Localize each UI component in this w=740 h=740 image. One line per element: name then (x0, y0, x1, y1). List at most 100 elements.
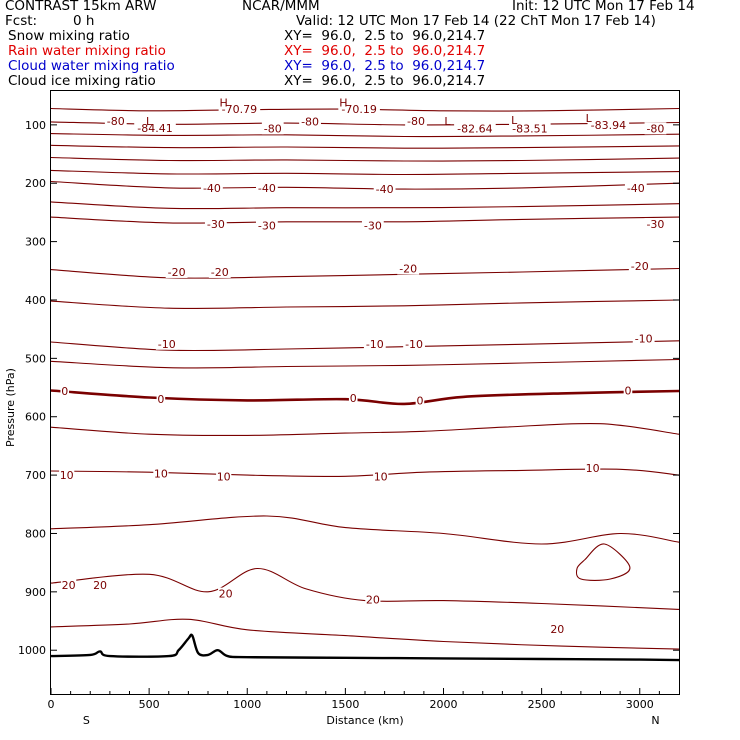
contour-label-bg (587, 118, 630, 131)
contour-label: -82.64 (457, 122, 492, 135)
contour-line-minus30 (50, 201, 680, 210)
x-tick-label: 500 (139, 698, 160, 711)
terrain-layer (50, 633, 680, 662)
x-tick-label: 0 (48, 698, 55, 711)
contour-label-bg (218, 103, 261, 116)
contour-label: 0 (157, 393, 164, 406)
contour-line-3 (50, 144, 680, 149)
contour-label: -80 (264, 122, 282, 135)
contour-label: 0 (61, 385, 68, 398)
contour-line-5 (50, 169, 680, 176)
x-tick-label: 3000 (626, 698, 654, 711)
high-marker: H (220, 97, 228, 110)
contour-label: 0 (350, 392, 357, 405)
x-axis-label: Distance (km) (326, 714, 403, 727)
contour-label-bg (397, 262, 420, 275)
legend-snow-xy: XY= 96.0, 2.5 to 96.0,214.7 (284, 28, 486, 44)
legend-rain-name: Rain water mixing ratio (8, 43, 166, 59)
contour-label-bg (373, 470, 389, 483)
contour-label: 0 (416, 394, 423, 407)
y-tick-label: 100 (25, 119, 46, 132)
contour-line-8 (50, 216, 680, 224)
contour-label-bg (509, 122, 551, 135)
contour-label-bg (365, 593, 381, 606)
contour-label-bg (60, 385, 70, 398)
contour-label-bg (218, 587, 234, 600)
contour-label-bg (623, 384, 633, 397)
contour-label: -30 (364, 219, 382, 232)
contour-label: -20 (211, 266, 229, 279)
contour-label: 20 (550, 623, 564, 636)
contour-label-bg (644, 218, 667, 231)
x-tick-label: 2000 (430, 698, 458, 711)
low-marker: L (586, 112, 593, 125)
x-tick-label: 2500 (528, 698, 556, 711)
contour-label-bg (361, 219, 384, 232)
model-title: CONTRAST 15km ARW (5, 0, 157, 14)
contour-label: -30 (207, 218, 225, 231)
contour-label: -20 (399, 262, 417, 275)
contour-line-16 (50, 515, 680, 545)
high-marker: H (339, 97, 347, 110)
contour-label-bg (153, 467, 169, 480)
legend-rain-xy: XY= 96.0, 2.5 to 96.0,214.7 (284, 43, 486, 59)
contour-label-bg (155, 337, 178, 350)
closed-contour-0 (575, 543, 631, 581)
contour-label-bg (373, 183, 396, 196)
contour-label-bg (403, 337, 425, 350)
axes-layer: 0 500 1000 1500 2000 2500 30001002003004005006… (4, 119, 679, 727)
x-tick-label: 1500 (331, 698, 359, 711)
terrain-line (50, 633, 680, 662)
contour-label: 10 (154, 467, 168, 480)
contour-label: -40 (203, 182, 221, 195)
contour-label: -80 (107, 115, 125, 128)
y-tick-label: 300 (25, 236, 46, 249)
contour-label-bg (201, 181, 223, 194)
contour-label: -40 (258, 182, 276, 195)
contour-label-bg (454, 122, 496, 135)
y-tick-label: 600 (25, 411, 46, 424)
contour-line-2 (50, 133, 680, 138)
y-axis-label: Pressure (hPa) (4, 368, 17, 447)
contour-label: -83.94 (591, 119, 626, 132)
contour-label-bg (628, 260, 651, 273)
contour-label-bg (632, 332, 655, 345)
contour-label-bg (255, 219, 278, 232)
contour-label: 20 (62, 579, 76, 592)
legend-snow-name: Snow mixing ratio (8, 28, 130, 44)
init-time: Init: 12 UTC Mon 17 Feb 14 (512, 0, 695, 14)
contour-label-bg (348, 392, 358, 405)
legend-cloudice-name: Cloud ice mixing ratio (8, 73, 156, 89)
contour-line-4 (50, 156, 680, 162)
y-tick-label: 400 (25, 294, 46, 307)
contour-label-bg (208, 265, 231, 278)
contour-line-12 (50, 358, 680, 369)
contour-label: 10 (60, 469, 74, 482)
contour-label: -40 (376, 183, 394, 196)
contour-label-bg (624, 181, 647, 194)
contour-labels-layer: -80 -84.41 -70.79 -80 -80 -70.19 -80 -82.64 -83.… (59, 97, 667, 636)
contour-label-bg (299, 115, 321, 128)
contour-label-bg (61, 578, 77, 591)
contour-line-10 (50, 299, 680, 310)
contour-label: -20 (168, 266, 186, 279)
contours-layer (50, 107, 680, 650)
contour-label: -70.79 (222, 103, 257, 116)
y-tick-label: 900 (25, 586, 46, 599)
contour-label-bg (134, 121, 176, 134)
contour-line-0 (50, 389, 680, 406)
contour-line-minus10 (50, 340, 680, 352)
contour-line-20 (50, 567, 680, 610)
contour-label-bg (549, 623, 565, 636)
endpoint-left-label: S (83, 714, 90, 727)
y-tick-label: 800 (25, 527, 46, 540)
contour-label: -40 (627, 182, 645, 195)
y-tick-label: 500 (25, 352, 46, 365)
contour-label: -10 (366, 338, 384, 351)
low-marker: L (146, 115, 153, 128)
y-tick-label: 700 (25, 469, 46, 482)
contour-label: -70.19 (341, 103, 376, 116)
contour-label: 20 (219, 588, 233, 601)
contour-label-bg (405, 114, 427, 127)
